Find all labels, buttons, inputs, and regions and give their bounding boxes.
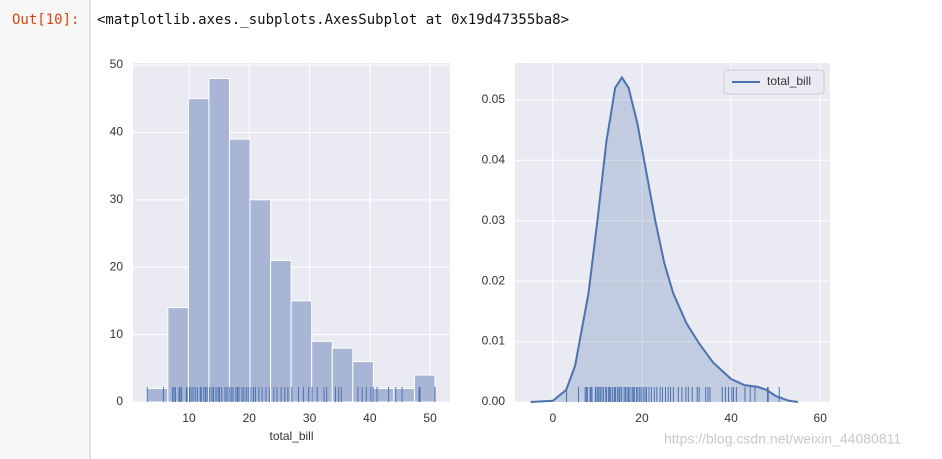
histogram-bar (208, 78, 230, 403)
y-tick-label: 0.04 (482, 152, 506, 166)
histogram-bar (393, 388, 415, 403)
y-tick-label: 0.01 (482, 334, 506, 348)
x-tick-label: 30 (303, 411, 317, 425)
out-prompt: Out[10]: (12, 12, 79, 28)
y-tick-label: 0.05 (482, 92, 506, 106)
y-tick-label: 10 (110, 327, 124, 341)
x-tick-label: 20 (243, 411, 257, 425)
histogram-bar (228, 138, 251, 403)
x-tick-label: 40 (724, 411, 738, 425)
histogram-bar (146, 388, 169, 403)
y-tick-label: 40 (110, 125, 124, 139)
y-tick-label: 0.03 (482, 213, 506, 227)
x-tick-label: 60 (814, 411, 828, 425)
histogram-bar (167, 307, 189, 403)
x-tick-label: 50 (423, 411, 437, 425)
legend-box (723, 69, 825, 95)
x-tick-label: 0 (550, 411, 557, 425)
x-tick-label: 10 (182, 411, 196, 425)
x-tick-label: 40 (363, 411, 377, 425)
y-tick-label: 30 (110, 192, 124, 206)
density-line (530, 75, 799, 403)
legend-label: total_bill (767, 74, 811, 88)
y-tick-label: 50 (110, 57, 124, 71)
x-tick-label: 20 (635, 411, 649, 425)
histogram-bar (249, 199, 272, 403)
plot-background (515, 63, 830, 402)
output-repr: <matplotlib.axes._subplots.AxesSubplot a… (97, 12, 569, 28)
histogram-bar (311, 340, 333, 403)
histogram-bar (187, 98, 210, 403)
watermark: https://blog.csdn.net/weixin_44080811 (664, 431, 901, 447)
histogram-bar (352, 361, 374, 403)
area-fill (530, 77, 798, 402)
y-tick-label: 0.02 (482, 273, 506, 287)
prompt-area (0, 0, 90, 459)
histogram-bar (290, 300, 313, 403)
y-tick-label: 0 (116, 394, 123, 408)
legend: total_bill (723, 69, 825, 95)
histogram-bar (270, 259, 292, 403)
y-tick-label: 0.00 (482, 394, 506, 408)
histogram-bar (372, 388, 395, 403)
x-axis-label: total_bill (269, 429, 313, 443)
y-tick-label: 20 (110, 259, 124, 273)
histogram-bar (413, 374, 436, 403)
